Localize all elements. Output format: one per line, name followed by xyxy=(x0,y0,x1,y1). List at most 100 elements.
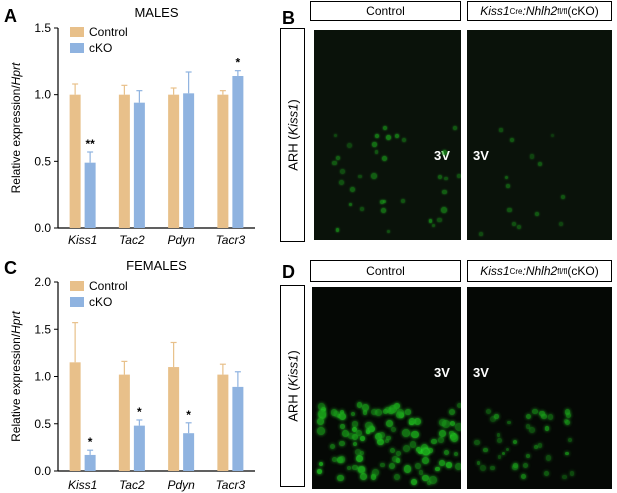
x-tick-label: Pdyn xyxy=(167,233,195,247)
fluorescent-cell xyxy=(330,409,338,416)
fluorescent-cell xyxy=(526,454,531,459)
fluorescent-cell xyxy=(351,426,358,433)
fluorescent-cell xyxy=(533,445,538,449)
fluorescent-cell xyxy=(341,429,350,437)
side-label-box-b: ARH (Kiss1) xyxy=(280,28,305,242)
fluorescent-cell xyxy=(422,474,429,481)
fluorescent-cell xyxy=(505,176,509,180)
side-label-b: ARH (Kiss1) xyxy=(285,99,300,171)
fluorescent-cell xyxy=(489,415,496,422)
fluorescent-cell xyxy=(411,430,419,439)
fluorescent-cell xyxy=(454,423,461,432)
fluorescent-cell xyxy=(565,451,569,456)
fluorescent-cell xyxy=(457,174,461,178)
fluorescent-cell xyxy=(423,448,430,455)
fluorescent-cell xyxy=(359,206,364,211)
panel-letter-a: A xyxy=(4,6,17,26)
fluorescent-cell xyxy=(390,447,396,453)
fluorescent-cell xyxy=(410,478,417,485)
fluorescent-cell xyxy=(359,472,368,481)
fluorescent-cell xyxy=(352,441,358,446)
fluorescent-cell xyxy=(449,430,455,436)
fluorescent-cell xyxy=(486,408,492,414)
fluorescent-cell xyxy=(340,169,346,175)
fluorescent-cell xyxy=(388,408,394,414)
third-ventricle-label: 3V xyxy=(473,148,489,163)
legend-swatch xyxy=(70,281,84,291)
fluorescent-cell xyxy=(421,456,429,465)
fluorescent-cell xyxy=(366,429,371,434)
fluorescent-cell xyxy=(358,174,362,178)
bar xyxy=(217,94,229,229)
fluorescent-cell xyxy=(512,439,518,445)
fluorescent-cell xyxy=(439,430,446,438)
fluorescent-cell xyxy=(569,471,575,476)
fluorescent-cell xyxy=(511,222,516,227)
fluorescent-cell xyxy=(331,456,338,463)
fluorescent-cell xyxy=(402,445,411,453)
fluorescent-cell xyxy=(559,222,563,227)
panel-letter-d: D xyxy=(282,262,295,282)
legend-swatch xyxy=(70,43,84,53)
y-tick-label: 0.0 xyxy=(34,221,51,235)
fluorescent-cell xyxy=(339,409,344,414)
chart-title: FEMALES xyxy=(126,258,187,273)
fluorescent-cell xyxy=(381,208,387,214)
fluorescent-cell xyxy=(317,418,325,425)
significance-label: * xyxy=(137,405,142,419)
x-tick-label: Kiss1 xyxy=(68,478,97,492)
legend-swatch xyxy=(70,297,84,307)
fluorescent-cell xyxy=(450,434,458,442)
fluorescent-cell xyxy=(390,427,396,432)
fluorescent-cell xyxy=(389,463,396,470)
third-ventricle-label: 3V xyxy=(473,365,489,380)
fluorescent-cell xyxy=(356,455,364,463)
bar xyxy=(133,102,145,228)
fluorescent-cell xyxy=(529,154,534,159)
fluorescent-cell xyxy=(480,464,487,471)
fluorescent-cell xyxy=(440,207,447,213)
fluorescent-cell xyxy=(561,194,566,199)
fluorescent-cell xyxy=(317,469,323,474)
fluorescent-cell xyxy=(335,155,341,161)
x-tick-label: Pdyn xyxy=(167,478,195,492)
bar xyxy=(133,425,145,471)
fluorescent-cell xyxy=(565,413,571,419)
fluorescent-cell xyxy=(476,460,481,465)
fluorescent-cell xyxy=(507,420,511,425)
fluorescent-cell xyxy=(361,404,369,412)
fluorescent-cell xyxy=(437,437,444,444)
fluorescent-cell xyxy=(497,455,502,459)
fluorescent-cell xyxy=(368,425,376,433)
panel-letter-c: C xyxy=(4,258,17,278)
legend-label: Control xyxy=(89,25,128,39)
fluorescent-cell xyxy=(395,458,401,463)
fluorescent-cell xyxy=(439,419,446,426)
bar xyxy=(118,374,130,471)
fluorescent-cell xyxy=(391,456,398,462)
fluorescent-cell xyxy=(335,228,340,232)
fluorescent-cell xyxy=(497,438,503,443)
y-tick-label: 0.5 xyxy=(34,417,51,431)
fluorescent-cell xyxy=(346,143,353,149)
fluorescent-cell xyxy=(478,232,483,236)
fluorescent-cell xyxy=(507,207,512,212)
fluorescent-cell xyxy=(402,428,411,437)
fluorescent-cell xyxy=(360,436,365,441)
fluorescent-cell xyxy=(453,125,458,130)
fluorescent-cell xyxy=(374,408,382,417)
fluorescent-cell xyxy=(446,462,452,468)
fluorescent-cell xyxy=(400,198,405,204)
y-tick-label: 1.0 xyxy=(34,370,51,384)
side-label-d: ARH (Kiss1) xyxy=(285,350,300,422)
fluorescent-cell xyxy=(362,410,368,415)
fluorescent-cell xyxy=(394,133,400,138)
fluorescent-cell xyxy=(317,427,326,436)
fluorescent-cell xyxy=(346,465,352,471)
y-tick-label: 0.5 xyxy=(34,154,51,168)
fluorescent-cell xyxy=(409,441,416,448)
fluorescent-cell xyxy=(339,412,347,420)
fluorescent-cell xyxy=(435,466,440,472)
fluorescent-cell xyxy=(509,138,514,143)
fluorescent-cell xyxy=(382,199,386,204)
